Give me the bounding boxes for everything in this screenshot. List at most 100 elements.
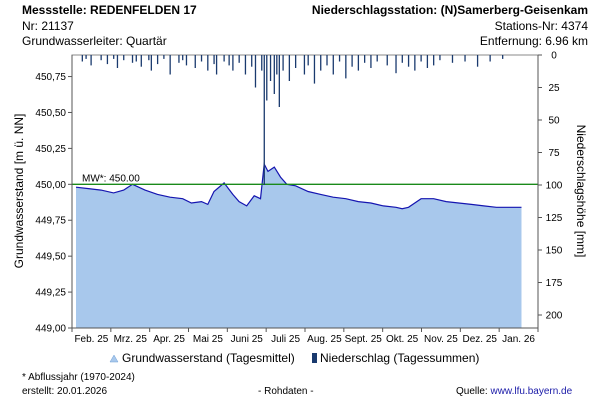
y-tick-label: 450,25 [35,144,66,155]
precip-bar [150,55,152,71]
precip-bar [364,55,366,63]
precip-bar [178,55,180,63]
x-tick-label: Apr. 25 [153,334,185,345]
precip-bar [464,55,466,62]
precip-bar [169,55,171,75]
precip-bar [213,55,215,65]
precip-bar [113,55,115,59]
legend-groundwater-swatch [109,354,119,363]
precip-bar [238,55,240,63]
legend-precip-swatch [312,353,317,363]
x-tick-label: Aug. 25 [307,334,342,345]
aquifer-label: Grundwasserleiter: Quartär [22,34,167,48]
precip-bar [85,55,87,59]
precip-bar [232,55,234,71]
precip-station-number: Stations-Nr: 4374 [494,19,588,33]
x-tick-label: Sept. 25 [345,334,383,345]
precip-bar [278,55,280,107]
y-tick-label: 450,00 [35,180,66,191]
precip-bar [116,55,119,68]
precip-bar [433,55,435,66]
groundwater-area [76,164,522,328]
precip-bar [332,55,334,75]
precip-bar [244,55,247,75]
precip-bar [194,55,196,68]
precip-bar [81,55,83,62]
station-label: Messstelle: REDENFELDEN 17 [22,3,197,17]
precip-station-label: Niederschlagsstation: (N)Samerberg-Geise… [311,3,588,17]
precip-bar [426,55,429,68]
y-right-tick-label: 100 [546,181,563,192]
y-right-tick-label: 200 [546,311,563,322]
precip-bar [357,55,360,71]
precip-bar [276,55,278,75]
precip-bar [320,55,322,71]
y-right-tick-label: 150 [546,246,563,257]
precip-bar [420,55,422,62]
precip-bar [163,55,165,59]
abflussjahr-note: * Abflussjahr (1970-2024) [22,372,135,383]
precip-bar [376,55,378,62]
x-tick-label: Juli 25 [271,334,300,345]
y-axis-label: Grundwasserstand [m ü. NN] [12,114,26,269]
y-tick-label: 449,00 [35,324,66,335]
precip-bar [263,55,265,185]
precip-bar [294,55,297,68]
precip-bar [414,55,416,71]
precip-bar [123,55,125,61]
precip-bar [100,55,102,61]
precip-bar [254,55,257,88]
precip-bar [135,55,137,62]
x-tick-label: Feb. 25 [74,334,108,345]
precip-bar [307,55,309,66]
source: Quelle: www.lfu.bayern.de [456,386,572,397]
precip-bar [140,55,142,67]
x-tick-label: Okt. 25 [386,334,419,345]
rohdaten-label: - Rohdaten - [258,386,314,397]
precip-bar [282,55,284,71]
y-tick-label: 450,75 [35,72,66,83]
y-right-tick-label: 50 [548,116,560,127]
x-tick-label: Mai 25 [193,334,223,345]
precip-bar [451,55,454,63]
precip-bar [395,55,397,74]
x-tick-label: Dez. 25 [463,334,498,345]
distance-label: Entfernung: 6.96 km [479,34,588,48]
x-tick-label: Mrz. 25 [114,334,148,345]
legend-groundwater-label: Grundwasserstand (Tagesmittel) [122,351,295,365]
precip-bar [351,55,353,67]
precip-bar [207,55,209,71]
precip-bar [407,55,410,67]
precip-bar [182,55,184,61]
y-right-tick-label: 75 [548,148,560,159]
precip-bar [303,55,306,75]
precip-bar [401,55,403,63]
source-label: Quelle: [456,386,488,397]
precip-bar [200,55,203,62]
y-right-tick-label: 175 [546,278,563,289]
y-tick-label: 450,50 [35,108,66,119]
x-tick-label: Nov. 25 [424,334,458,345]
precip-bar [386,55,388,66]
x-tick-label: Juni 25 [231,334,264,345]
x-tick-label: Jan. 26 [502,334,535,345]
precip-bar [261,55,263,71]
precip-bar [215,55,218,75]
y-tick-label: 449,25 [35,288,66,299]
y-axis-right-label: Niederschlagshöhe [mm] [574,125,588,258]
y-right-tick-label: 125 [546,213,563,224]
station-number: Nr: 21137 [22,19,74,33]
precip-bar [288,55,291,81]
precip-bar [476,55,479,67]
groundwater-line [75,162,522,210]
precip-bar [223,55,225,62]
precip-bar [185,55,188,66]
precip-bar [90,55,92,66]
y-tick-label: 449,75 [35,216,66,227]
source-link[interactable]: www.lfu.bayern.de [490,386,573,397]
precip-bar [338,55,341,62]
y-right-tick-label: 25 [548,83,560,94]
created-date: erstellt: 20.01.2026 [22,386,108,397]
precip-bar [345,55,347,79]
